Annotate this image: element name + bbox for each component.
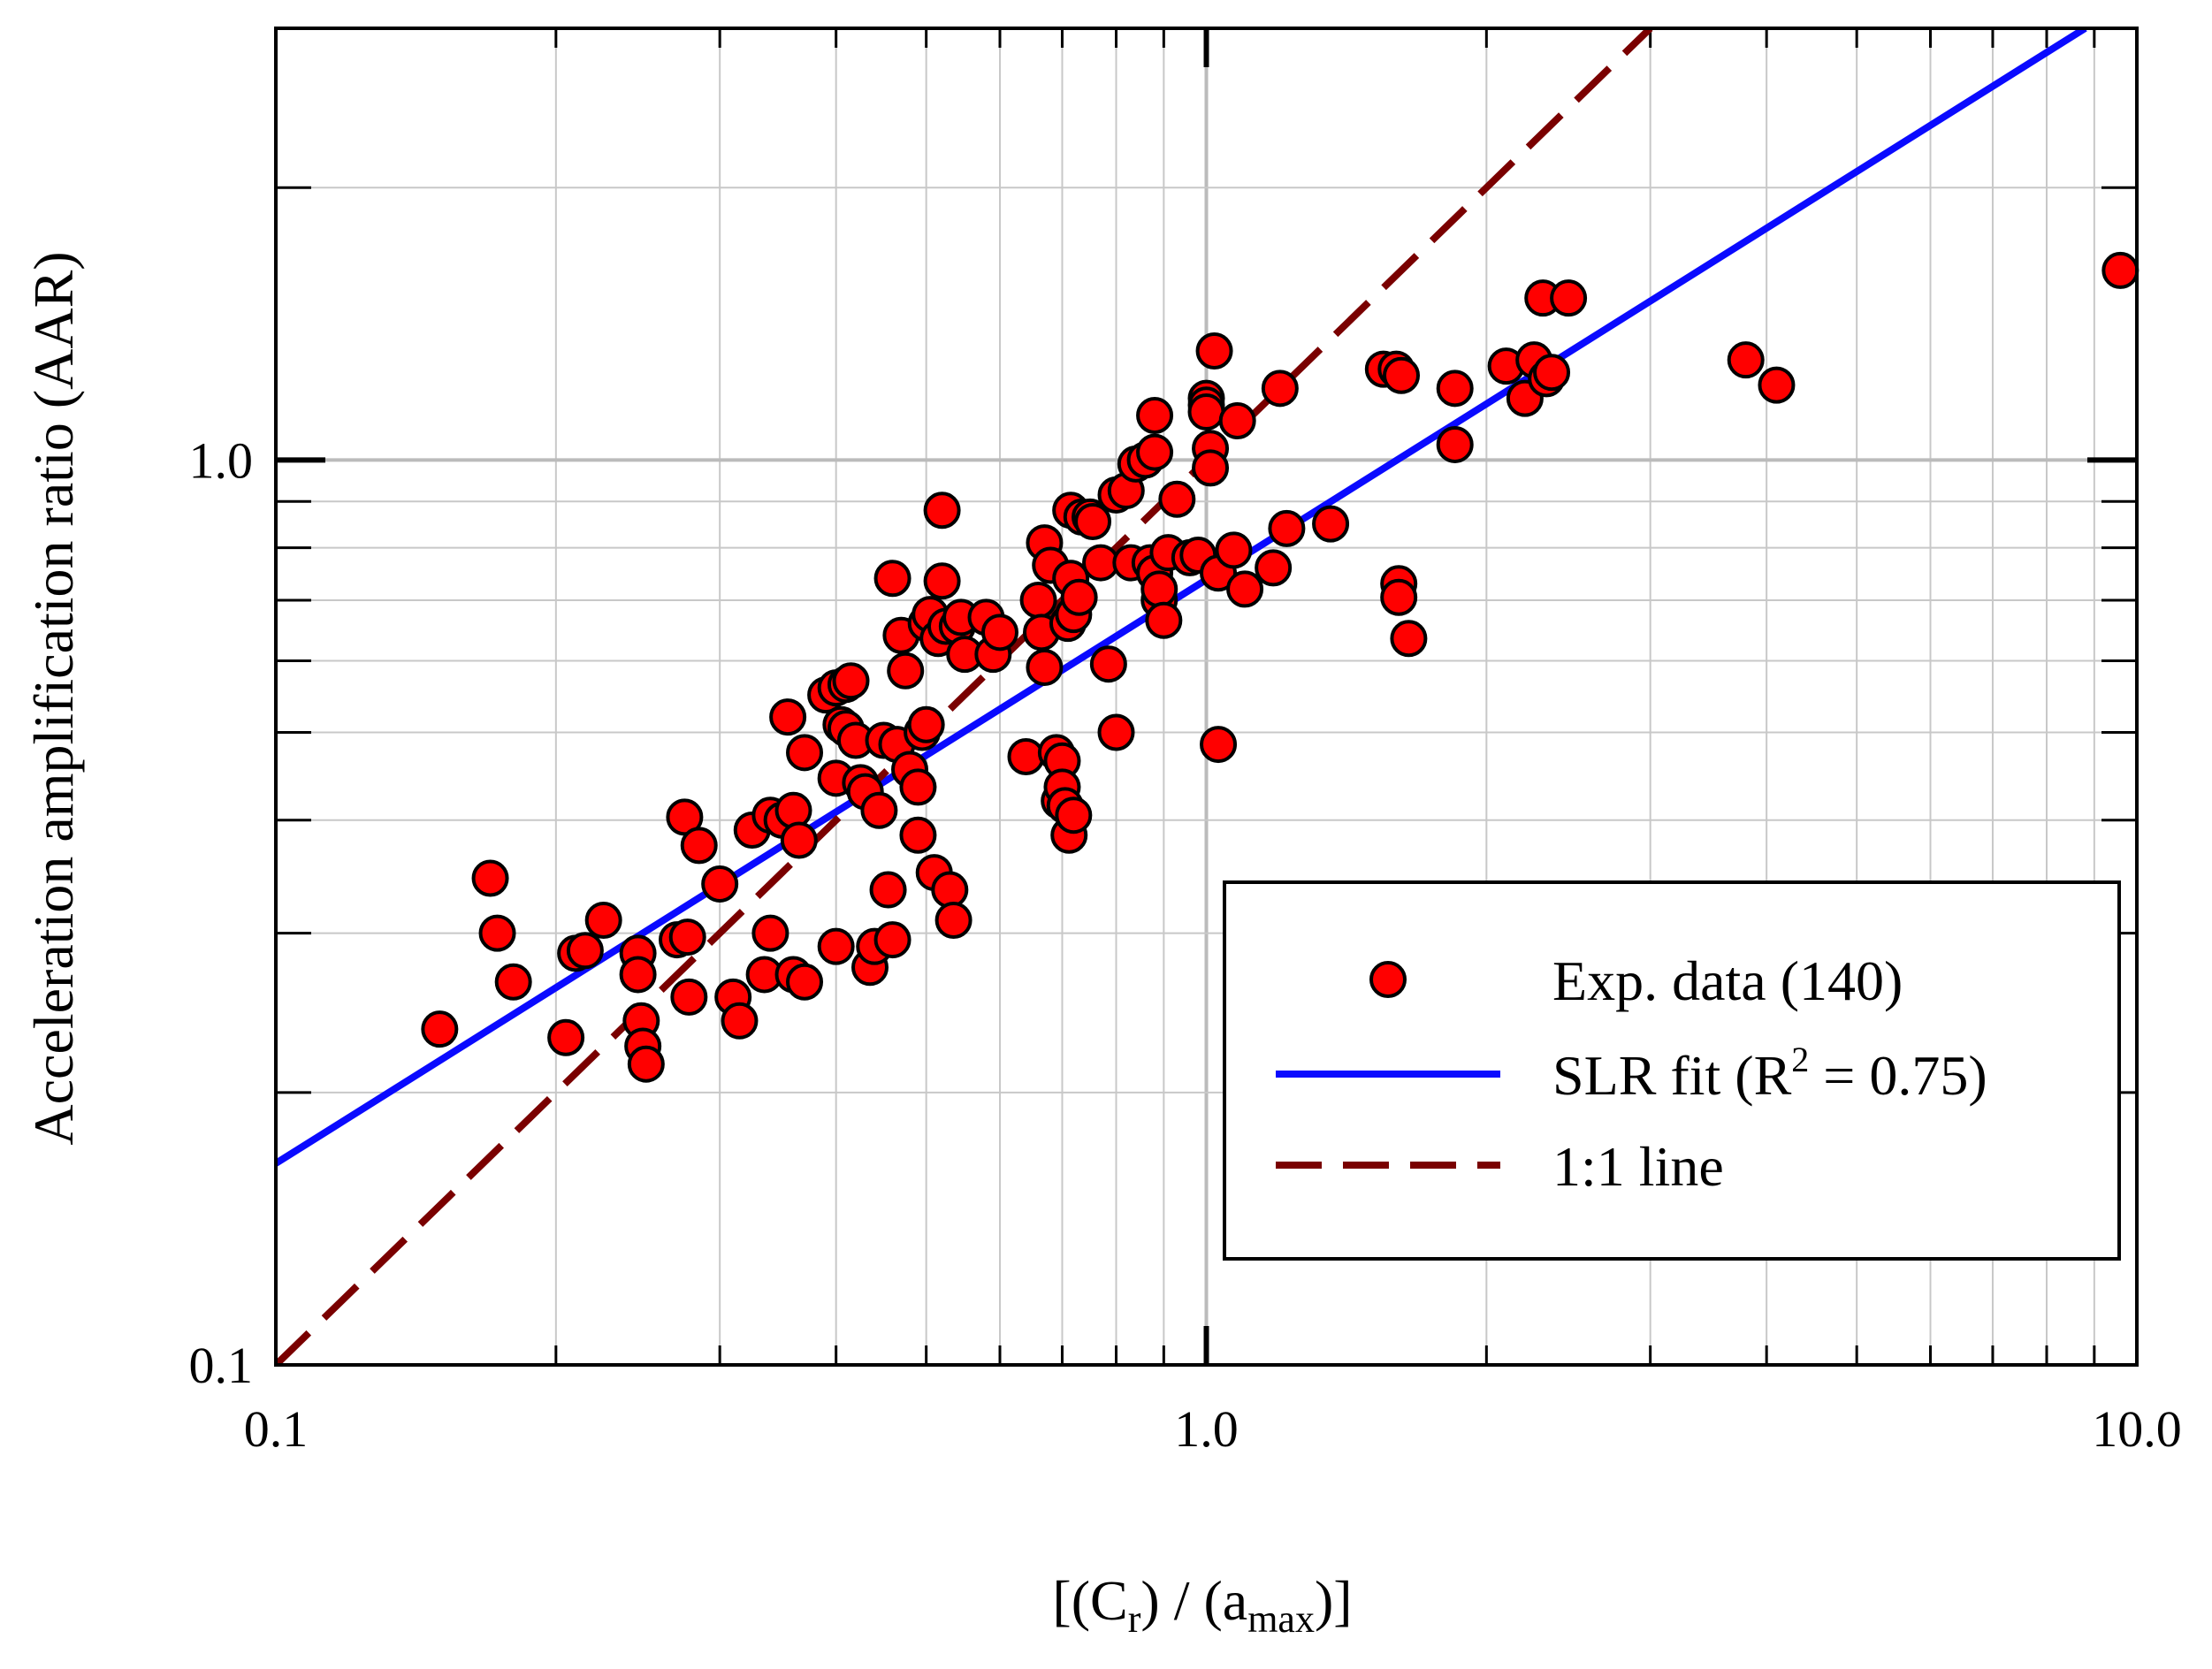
data-point-6 [566, 932, 604, 970]
data-point-16 [670, 978, 708, 1016]
legend-marker-icon [1369, 961, 1407, 998]
data-point-65 [931, 871, 969, 909]
data-point-135 [1436, 425, 1474, 463]
plot-frame [274, 27, 2139, 1367]
data-point-31 [786, 963, 824, 1001]
x-axis-label: [(Cr) / (amax)] [1052, 1569, 1352, 1641]
data-point-39 [832, 662, 870, 700]
data-point-124 [1255, 549, 1293, 587]
data-point-47 [869, 871, 907, 909]
data-point-2 [478, 914, 516, 952]
data-point-103 [1136, 433, 1174, 471]
data-point-74 [1019, 581, 1057, 619]
data-point-77 [1026, 648, 1064, 686]
data-point-125 [1261, 370, 1299, 408]
data-point-1 [471, 859, 509, 897]
data-point-107 [1140, 570, 1178, 608]
x-tick-label-0: 0.1 [244, 1400, 309, 1458]
data-point-62 [923, 562, 961, 600]
data-point-90 [1060, 578, 1098, 616]
data-point-24 [751, 914, 789, 952]
legend-label-slr-tail: = 0.75) [1809, 1044, 1987, 1107]
data-point-104 [1136, 397, 1174, 435]
data-point-133 [1390, 620, 1428, 658]
data-point-119 [1200, 726, 1238, 764]
data-point-72 [981, 613, 1019, 652]
data-point-115 [1187, 393, 1225, 431]
data-point-143 [1727, 341, 1765, 379]
data-point-48 [873, 921, 911, 959]
identity-line [276, 28, 1653, 1365]
data-point-93 [1074, 503, 1112, 541]
data-point-89 [1055, 796, 1093, 834]
data-point-97 [1097, 713, 1135, 751]
data-point-122 [1218, 402, 1256, 440]
data-point-18 [701, 865, 739, 903]
legend: Exp. data (140) SLR fit (R2 = 0.75) 1:1 … [1223, 880, 2121, 1261]
data-point-131 [1380, 578, 1418, 616]
data-point-4 [547, 1018, 585, 1056]
x-tick-label-2: 10.0 [2092, 1400, 2182, 1458]
y-axis-label: Acceleration amplification ratio (AAR) [22, 251, 85, 1145]
data-point-17 [680, 827, 718, 865]
data-point-30 [786, 734, 824, 772]
data-point-121 [1215, 531, 1253, 569]
y-tick-label-1: 1.0 [189, 431, 254, 489]
x-axis-label-sub-2: max [1247, 1597, 1315, 1641]
y-tick-label-0: 0.1 [189, 1337, 254, 1394]
data-point-66 [934, 902, 973, 940]
tick-labels: 0.1 1.0 10.0 0.1 1.0 [189, 431, 2182, 1458]
data-point-142 [1550, 279, 1588, 317]
data-point-141 [1533, 354, 1571, 392]
data-point-54 [899, 768, 937, 806]
legend-label-slr-fit: SLR fit (R2 = 0.75) [1552, 1040, 1987, 1107]
x-axis-label-part-2: ) / (a [1140, 1569, 1247, 1632]
data-point-29 [780, 821, 818, 859]
data-point-144 [1758, 366, 1796, 404]
slr-fit-line [276, 28, 2087, 1167]
data-point-127 [1312, 505, 1350, 543]
data-point-26 [769, 698, 807, 736]
data-point-15 [668, 918, 706, 956]
data-point-117 [1192, 449, 1230, 487]
data-point-3 [494, 963, 532, 1001]
data-point-118 [1195, 332, 1233, 370]
data-point-52 [887, 652, 925, 690]
x-axis-label-sub-1: r [1128, 1597, 1141, 1641]
data-point-134 [1436, 370, 1474, 408]
x-tick-label-1: 1.0 [1174, 1400, 1239, 1458]
data-point-108 [1145, 601, 1183, 639]
data-point-35 [817, 927, 855, 965]
data-point-27 [774, 791, 812, 829]
data-point-20 [721, 1002, 759, 1040]
legend-label-identity: 1:1 line [1552, 1135, 1724, 1198]
legend-label-exp-data: Exp. data (140) [1552, 949, 1903, 1012]
data-point-145 [2101, 251, 2140, 289]
data-point-132 [1383, 356, 1421, 394]
data-point-7 [584, 902, 622, 940]
legend-label-slr-main: SLR fit (R [1552, 1044, 1792, 1107]
data-point-58 [907, 705, 945, 743]
x-axis-label-part-1: [(C [1052, 1569, 1127, 1632]
data-point-45 [860, 791, 898, 829]
data-point-63 [923, 492, 961, 530]
data-point-110 [1158, 480, 1196, 518]
data-points [421, 251, 2140, 1083]
data-point-73 [1007, 738, 1045, 776]
data-point-55 [899, 816, 937, 854]
data-point-49 [873, 560, 911, 598]
data-point-95 [1089, 645, 1127, 683]
data-point-126 [1268, 509, 1306, 547]
data-point-9 [619, 956, 657, 994]
data-point-0 [421, 1010, 459, 1048]
data-point-12 [627, 1045, 665, 1083]
data-point-123 [1226, 570, 1264, 608]
legend-label-slr-sup: 2 [1791, 1040, 1809, 1079]
series-lines [276, 28, 2087, 1365]
x-axis-label-part-3: )] [1315, 1569, 1353, 1632]
